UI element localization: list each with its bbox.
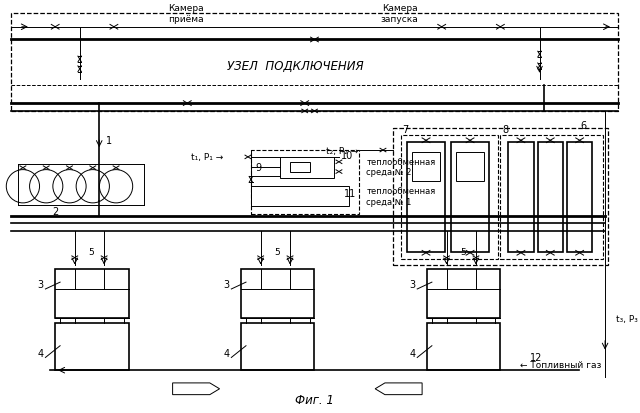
Bar: [55, 323, 129, 370]
Text: 3: 3: [409, 280, 415, 290]
Text: 5: 5: [460, 248, 466, 256]
Bar: [241, 323, 314, 370]
Text: 8: 8: [502, 125, 508, 135]
Bar: [251, 151, 358, 214]
Text: 5: 5: [275, 248, 280, 256]
Text: 5: 5: [88, 248, 94, 256]
Text: 4: 4: [38, 348, 44, 358]
Bar: [251, 187, 349, 206]
Text: 3: 3: [38, 280, 44, 290]
Text: 11: 11: [344, 189, 356, 199]
Bar: [456, 153, 484, 182]
Text: 9: 9: [255, 162, 262, 172]
Text: теплообменная
среда № 2: теплообменная среда № 2: [366, 158, 436, 177]
Bar: [508, 143, 534, 252]
Text: 1: 1: [106, 136, 112, 146]
Text: 7: 7: [403, 125, 409, 135]
Text: УЗЕЛ  ПОДКЛЮЧЕНИЯ: УЗЕЛ ПОДКЛЮЧЕНИЯ: [227, 60, 364, 73]
Text: Камера
приёма: Камера приёма: [168, 5, 204, 24]
Text: Фиг. 1: Фиг. 1: [295, 393, 334, 406]
Text: 4: 4: [223, 348, 230, 358]
Text: 3: 3: [223, 280, 230, 290]
Bar: [427, 323, 500, 370]
Polygon shape: [173, 383, 220, 395]
Bar: [280, 157, 334, 179]
Bar: [451, 143, 489, 252]
Text: t₂, P₂ →: t₂, P₂ →: [326, 146, 358, 155]
Text: t₁, P₁ →: t₁, P₁ →: [191, 153, 223, 162]
Text: t₃, P₃: t₃, P₃: [616, 314, 637, 323]
Bar: [290, 162, 310, 172]
Bar: [427, 270, 500, 318]
Polygon shape: [375, 383, 422, 395]
Bar: [393, 128, 608, 265]
Bar: [500, 136, 603, 259]
Bar: [55, 270, 129, 318]
Bar: [401, 136, 499, 259]
Bar: [412, 153, 440, 182]
Bar: [408, 143, 445, 252]
Text: 12: 12: [530, 353, 542, 363]
Text: 6: 6: [580, 120, 587, 130]
Bar: [538, 143, 563, 252]
Text: 4: 4: [409, 348, 415, 358]
Text: 10: 10: [341, 151, 354, 161]
Bar: [241, 270, 314, 318]
Bar: [567, 143, 593, 252]
Text: теплообменная
среда № 1: теплообменная среда № 1: [366, 187, 436, 206]
Text: Камера
запуска: Камера запуска: [381, 5, 419, 24]
Bar: [11, 14, 618, 112]
Text: ← Топливный газ: ← Топливный газ: [520, 360, 602, 369]
Text: 2: 2: [52, 206, 58, 216]
